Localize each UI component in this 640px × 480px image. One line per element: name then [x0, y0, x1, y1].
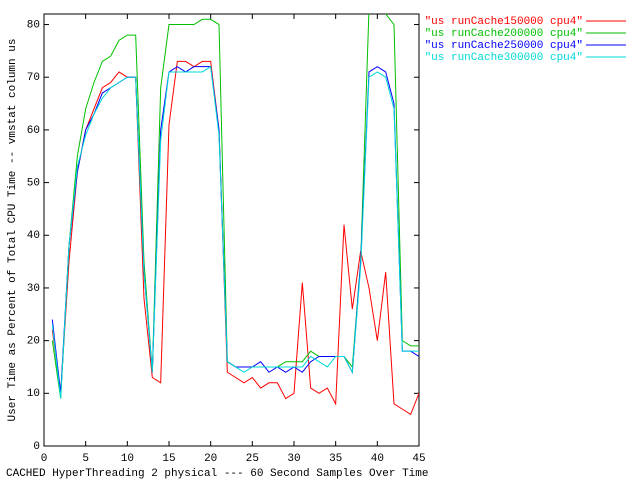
x-tick-label: 35	[329, 453, 342, 465]
x-tick-label: 40	[371, 453, 384, 465]
y-tick-label: 0	[33, 441, 40, 453]
legend-label: "us runCache200000 cpu4"	[425, 28, 583, 40]
legend-label: "us runCache250000 cpu4"	[425, 40, 583, 52]
y-tick-label: 60	[27, 125, 40, 137]
x-tick-label: 10	[121, 453, 134, 465]
x-tick-label: 20	[204, 453, 217, 465]
series-line	[51, 66, 419, 394]
plot-area	[51, 14, 419, 416]
y-tick-label: 30	[27, 283, 40, 295]
plot-frame	[43, 13, 420, 447]
x-axis-label: CACHED HyperThreading 2 physical --- 60 …	[6, 468, 428, 480]
x-tick-label: 5	[82, 453, 89, 465]
y-axis-label: User Time as Percent of Total CPU Time -…	[7, 39, 19, 422]
y-tick-label: 20	[27, 336, 40, 348]
y-tick-label: 80	[27, 19, 40, 31]
series-line	[51, 60, 419, 416]
legend-label: "us runCache150000 cpu4"	[425, 16, 583, 28]
x-tick-label: 45	[412, 453, 425, 465]
x-tick-label: 25	[246, 453, 259, 465]
y-tick-label: 40	[27, 230, 40, 242]
y-tick-label: 50	[27, 177, 40, 189]
x-tick-label: 30	[287, 453, 300, 465]
legend-label: "us runCache300000 cpu4"	[425, 52, 583, 64]
y-tick-label: 10	[27, 388, 40, 400]
x-tick-label: 15	[162, 453, 175, 465]
series-line	[51, 14, 419, 399]
y-tick-label: 70	[27, 72, 40, 84]
x-tick-label: 0	[41, 453, 48, 465]
series-line	[51, 65, 419, 399]
